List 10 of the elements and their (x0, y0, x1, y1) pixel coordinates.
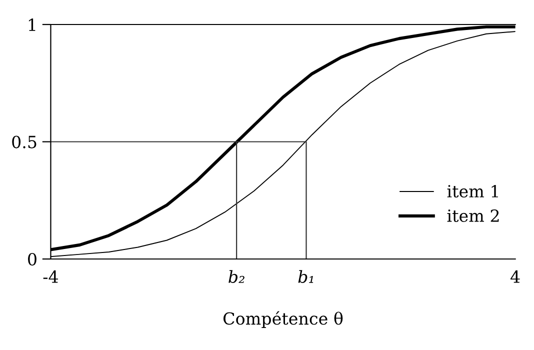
legend-label: item 2 (447, 209, 499, 222)
x-tick-label: 4 (510, 270, 520, 283)
x-axis-title: Compétence θ (223, 311, 343, 328)
x-tick-label: b₂ (228, 270, 244, 284)
y-tick-label: 0.5 (12, 136, 36, 148)
legend-label: item 1 (447, 184, 498, 198)
y-tick-label: 0 (28, 252, 36, 266)
x-tick-label: b₁ (298, 270, 314, 284)
x-tick-label: -4 (43, 270, 58, 283)
y-tick-label: 1 (28, 18, 36, 31)
